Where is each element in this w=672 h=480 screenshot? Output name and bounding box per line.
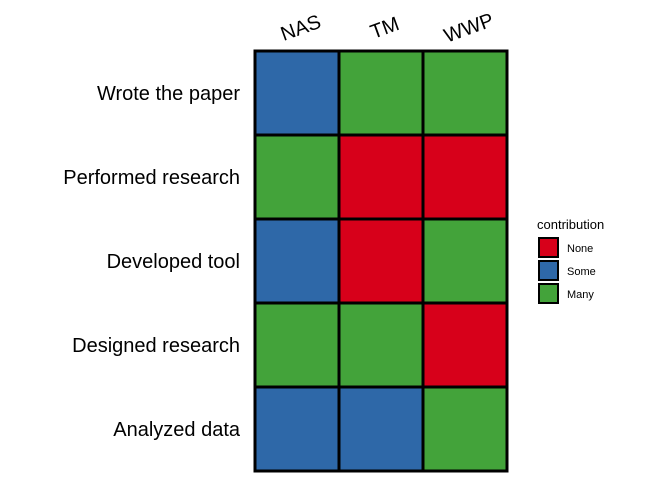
cell-wrote-the-paper-wwp <box>421 49 509 137</box>
legend-key-some <box>538 260 559 281</box>
cell-designed-research-tm <box>337 301 425 389</box>
cell-developed-tool-wwp <box>421 217 509 305</box>
cell-analyzed-data-wwp <box>421 385 509 473</box>
legend-key-none <box>538 237 559 258</box>
legend-title: contribution <box>537 217 604 232</box>
x-axis-labels: NAS TM WWP <box>278 9 497 47</box>
x-tick-label: WWP <box>441 9 497 47</box>
y-tick-label: Designed research <box>72 335 240 357</box>
x-tick-label: NAS <box>278 11 324 46</box>
cell-developed-tool-tm <box>337 217 425 305</box>
cell-developed-tool-nas <box>253 217 341 305</box>
legend-label-many: Many <box>567 289 594 301</box>
legend-key-many <box>538 283 559 304</box>
heatmap-cells <box>253 49 509 473</box>
legend-label-none: None <box>567 243 593 255</box>
cell-designed-research-nas <box>253 301 341 389</box>
x-tick-label: TM <box>368 13 403 44</box>
legend: contribution None Some Many <box>537 217 604 304</box>
cell-designed-research-wwp <box>421 301 509 389</box>
legend-label-some: Some <box>567 266 596 278</box>
cell-analyzed-data-nas <box>253 385 341 473</box>
cell-wrote-the-paper-tm <box>337 49 425 137</box>
cell-performed-research-nas <box>253 133 341 221</box>
y-tick-label: Analyzed data <box>113 419 241 441</box>
cell-wrote-the-paper-nas <box>253 49 341 137</box>
y-tick-label: Performed research <box>63 167 240 189</box>
y-axis-labels: Wrote the paper Performed research Develop… <box>63 83 241 441</box>
cell-performed-research-tm <box>337 133 425 221</box>
y-tick-label: Developed tool <box>107 251 240 273</box>
cell-performed-research-wwp <box>421 133 509 221</box>
y-tick-label: Wrote the paper <box>97 83 240 105</box>
cell-analyzed-data-tm <box>337 385 425 473</box>
